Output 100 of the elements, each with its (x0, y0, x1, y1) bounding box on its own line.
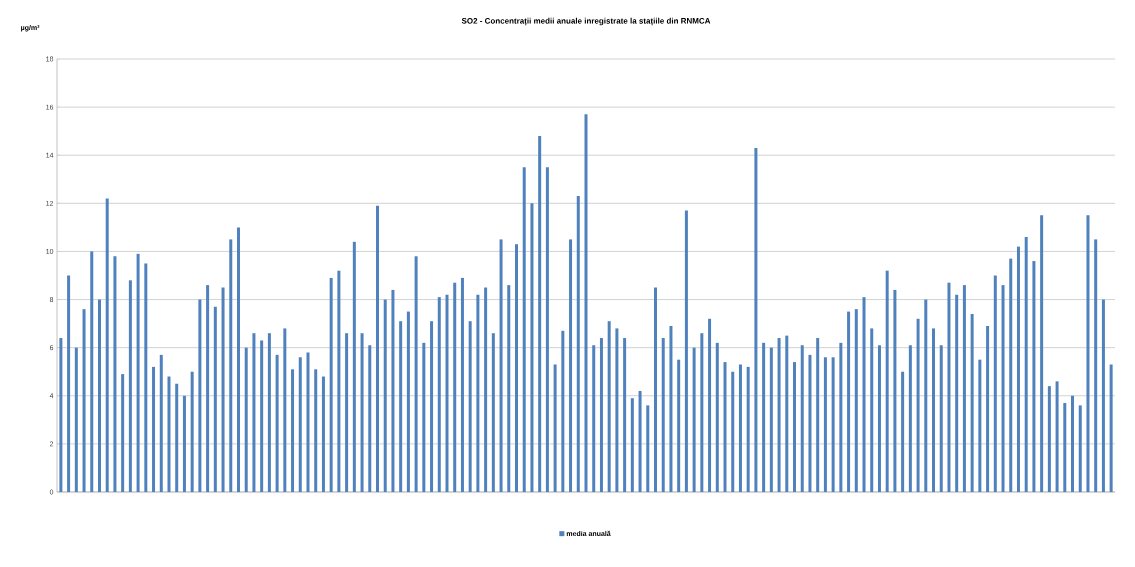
bar (221, 287, 225, 492)
bar (144, 263, 148, 492)
bar (236, 227, 240, 492)
bar (1009, 258, 1013, 492)
bar (468, 321, 472, 492)
bar (1016, 246, 1020, 492)
bar (105, 198, 109, 492)
bar (368, 345, 372, 492)
bar (777, 338, 781, 492)
bar (515, 244, 518, 492)
bar (715, 342, 719, 492)
bar (908, 345, 912, 492)
bar (430, 321, 434, 492)
bar (800, 345, 804, 492)
bar (275, 354, 279, 492)
bar (993, 275, 997, 492)
bar (599, 338, 603, 492)
bar (530, 203, 534, 492)
bar (700, 333, 704, 492)
bar (955, 294, 959, 492)
bar (206, 285, 210, 492)
bar (175, 383, 179, 492)
bar (592, 345, 596, 492)
bar (74, 347, 78, 492)
bar (399, 321, 403, 492)
bar (445, 294, 449, 492)
bar (793, 362, 797, 492)
bar (252, 333, 256, 492)
bar (607, 321, 611, 492)
bar (1032, 261, 1036, 492)
bar (924, 299, 928, 492)
bar (1040, 215, 1044, 492)
bar (684, 210, 688, 492)
bar (213, 306, 217, 492)
bar (376, 205, 379, 492)
bar (182, 395, 186, 492)
bar (59, 338, 63, 492)
bar (615, 328, 619, 492)
bar (190, 371, 194, 492)
bar (67, 275, 71, 492)
bar (731, 371, 735, 492)
bar (113, 256, 117, 492)
bar (1078, 405, 1082, 492)
bar (769, 347, 773, 492)
bar (839, 342, 843, 492)
bar (291, 369, 295, 492)
bar (638, 390, 642, 492)
bar (569, 239, 573, 492)
bar (507, 285, 511, 492)
bar (630, 398, 634, 492)
bar (723, 362, 727, 492)
bar (267, 333, 271, 492)
bar (121, 374, 125, 492)
bar (97, 299, 101, 492)
bar (754, 148, 758, 492)
bar (314, 369, 318, 492)
bar (947, 282, 951, 492)
bar (545, 167, 549, 492)
bar (669, 326, 673, 492)
bar (491, 333, 495, 492)
bar (584, 114, 588, 492)
bar (831, 357, 835, 492)
bar (283, 328, 287, 492)
bar (337, 270, 341, 492)
bar (1055, 381, 1059, 492)
bar (708, 318, 712, 492)
bar (538, 135, 542, 492)
bar (152, 366, 156, 492)
bar (229, 239, 233, 492)
bar (391, 289, 395, 492)
bar (306, 352, 310, 492)
bar (962, 285, 966, 492)
bar (623, 338, 627, 492)
bar (939, 345, 943, 492)
bar (970, 313, 974, 492)
bar (816, 338, 820, 492)
chart-title: SO2 - Concentrații medii anuale inregistrate la stațiile din RNMCA (461, 17, 711, 26)
bar (82, 309, 86, 492)
bar (159, 354, 163, 492)
bar (298, 357, 302, 492)
bar (986, 326, 990, 492)
bar (1094, 239, 1098, 492)
bar (260, 340, 264, 492)
bar (1071, 395, 1075, 492)
bar (677, 359, 681, 492)
bar (1109, 364, 1113, 492)
bar (654, 287, 658, 492)
bar (901, 371, 905, 492)
bar (453, 282, 457, 492)
bar (823, 357, 827, 492)
bar (661, 338, 665, 492)
bar (484, 287, 488, 492)
bar (862, 297, 866, 492)
bar (437, 297, 441, 492)
bar (854, 309, 858, 492)
bar (383, 299, 387, 492)
bar (877, 345, 881, 492)
bar (738, 364, 742, 492)
bar (476, 294, 480, 492)
bar (646, 405, 650, 492)
